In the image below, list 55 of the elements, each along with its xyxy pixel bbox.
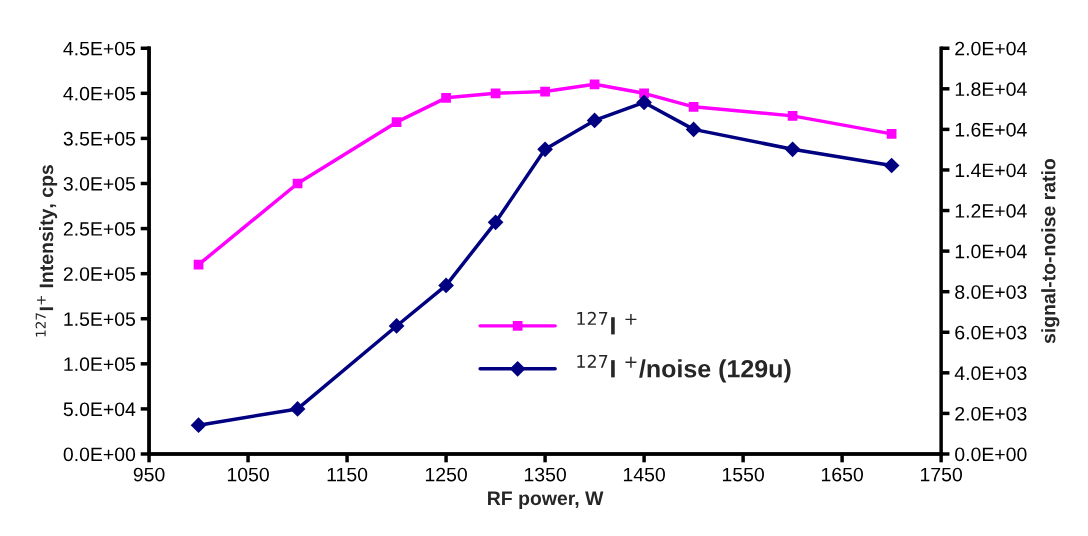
point — [193, 259, 204, 270]
point — [636, 94, 652, 111]
y-tick-label: 1.0E+05 — [64, 357, 136, 372]
y2-tick-label: 1.0E+04 — [955, 244, 1027, 259]
y-tick-label: 3.5E+05 — [63, 131, 136, 146]
point — [685, 121, 702, 138]
point — [441, 92, 451, 103]
point — [883, 157, 900, 174]
point — [490, 88, 501, 99]
y-tick-label: 3.0E+05 — [63, 176, 136, 191]
y2-tick-label: 4.0E+03 — [954, 366, 1027, 381]
y2-tick-label: 6.0E+03 — [955, 325, 1027, 340]
y-tick-label: 0.0E+00 — [63, 447, 136, 462]
y2-tick-label: 2.0E+04 — [955, 41, 1027, 56]
y2-tick-label: 1.8E+04 — [955, 82, 1027, 97]
y2-tick-label: 8.0E+03 — [955, 285, 1027, 299]
y-axis-title: $^{127}$I$^{+}$ Intensity, cps — [35, 165, 58, 337]
x-tick-label: 1450 — [623, 467, 665, 482]
x-axis-title: RF power, W — [488, 491, 604, 509]
x-tick-label: 1350 — [524, 467, 566, 482]
point — [537, 141, 553, 158]
point — [688, 101, 699, 112]
y2-tick-label: 1.6E+04 — [955, 122, 1027, 137]
y-tick-label: 2.5E+05 — [63, 222, 136, 236]
point — [391, 117, 402, 128]
point — [586, 112, 603, 129]
legend-label: $^{127}$I $^{+}$ — [577, 311, 637, 335]
point — [787, 111, 798, 121]
point — [388, 318, 405, 334]
y2-tick-label: 1.2E+04 — [955, 204, 1027, 218]
y2-tick-label: 1.4E+04 — [955, 163, 1027, 178]
y-tick-label: 4.5E+05 — [63, 41, 136, 56]
x-tick-label: 950 — [133, 467, 165, 482]
point — [540, 86, 550, 97]
point — [190, 417, 207, 434]
y-tick-label: 1.5E+05 — [64, 312, 136, 326]
point — [438, 277, 454, 294]
x-tick-label: 1150 — [327, 467, 368, 482]
point — [589, 79, 600, 90]
point — [289, 401, 306, 417]
point — [886, 129, 897, 139]
x-tick-label: 1050 — [227, 467, 269, 482]
y-tick-label: 2.0E+05 — [63, 267, 136, 281]
x-tick-label: 1750 — [920, 467, 962, 482]
y-tick-label: 5.0E+04 — [63, 402, 136, 417]
y2-tick-label: 2.0E+03 — [955, 406, 1027, 421]
y-tick-label: 4.0E+05 — [63, 86, 136, 101]
x-tick-label: 1550 — [722, 467, 764, 482]
point — [784, 141, 801, 158]
x-tick-label: 1250 — [425, 467, 467, 482]
legend-label: $^{127}$I $^{+}$/noise (129u) — [577, 354, 791, 383]
x-tick-label: 1650 — [821, 467, 863, 482]
point — [487, 214, 504, 231]
y2-axis-title: signal-to-noise ratio — [1041, 158, 1060, 344]
y2-tick-label: 0.0E+00 — [955, 447, 1027, 462]
